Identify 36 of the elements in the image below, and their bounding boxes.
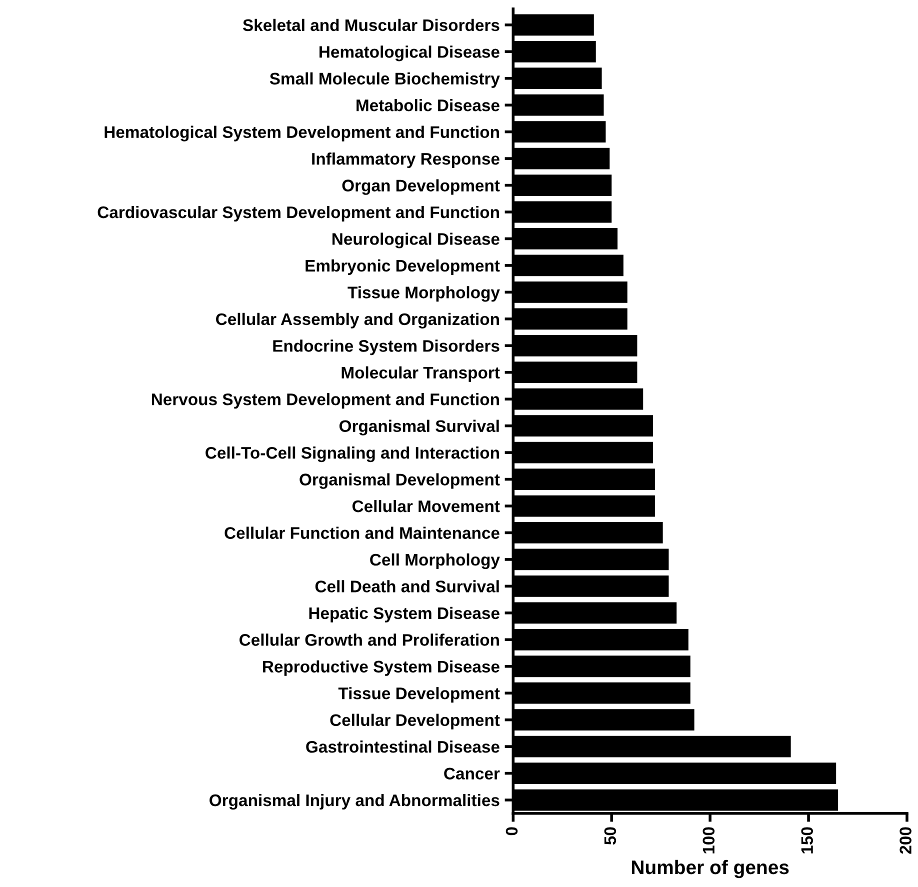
y-tick-label: Cancer (444, 768, 500, 780)
y-tick-label: Cell Morphology (370, 553, 500, 570)
x-tick-label: 50 (604, 827, 616, 845)
y-tick-label: Tissue Development (338, 687, 500, 703)
y-tick-label: Organ Development (342, 179, 500, 195)
y-tick-label: Skeletal and Muscular Disorders (242, 18, 500, 32)
y-tick-label: Small Molecule Biochemistry (270, 72, 500, 88)
y-tick-label: Hepatic System Disease (309, 606, 500, 622)
y-tick-label: Cell-To-Cell Signaling and Interaction (206, 446, 499, 462)
y-tick-label: Neurological Disease (332, 232, 500, 248)
x-tick-label: 200 (900, 827, 912, 854)
y-tick-label: Inflammatory Response (312, 152, 500, 168)
y-tick-label: Embryonic Development (306, 259, 500, 275)
y-tick-label: Endocrine System Disorders (273, 340, 500, 356)
y-tick-label: Cellular Assembly and Organization (216, 312, 499, 328)
y-tick-label: Cell Death and Survival (315, 580, 499, 592)
y-tick-label: Hematological Disease (320, 46, 500, 62)
y-tick-label: Organismal Development (300, 473, 500, 489)
y-tick-label: Hematological System Development and Function (104, 126, 499, 142)
y-tick-label: Cardiovascular System Development and Function (98, 206, 499, 222)
x-tick-label: 0 (506, 827, 518, 836)
y-tick-label: Cellular Function and Maintenance (224, 526, 500, 539)
y-tick-label: Metabolic Disease (356, 99, 500, 112)
y-tick-label: Cellular Movement (352, 500, 500, 512)
y-tick-label: Reproductive System Disease (263, 660, 500, 676)
y-tick-label: Tissue Morphology (348, 286, 500, 302)
y-tick-label: Gastrointestinal Disease (306, 740, 500, 753)
x-tick-label: 150 (801, 827, 813, 854)
y-tick-label: Molecular Transport (342, 366, 500, 382)
y-tick-label: Cellular Growth and Proliferation (240, 634, 499, 646)
x-tick-label: 100 (702, 827, 715, 854)
y-tick-label: Organismal Survival (339, 420, 499, 436)
y-tick-label: Cellular Development (330, 714, 500, 730)
y-tick-label: Organismal Injury and Abnormalities (210, 794, 500, 810)
x-axis-title: Number of genes (632, 860, 789, 878)
y-tick-label: Nervous System Development and Function (152, 393, 499, 409)
